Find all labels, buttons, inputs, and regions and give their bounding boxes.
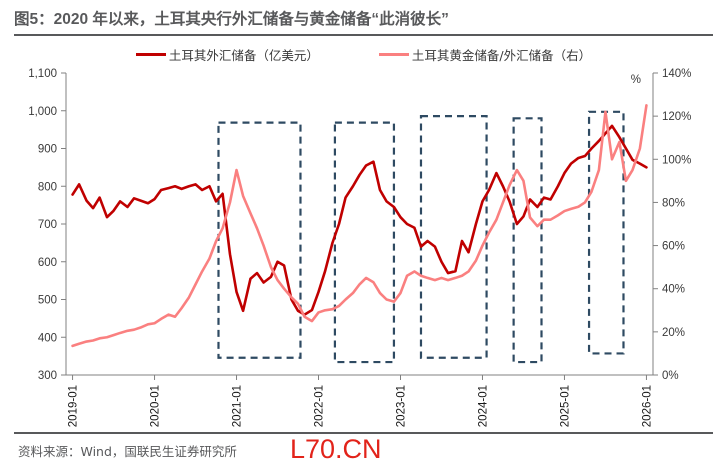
y-axis-right-tick-label: 100% [662,154,691,166]
highlight-rectangle [217,121,302,359]
y-axis-left-tick-label: 500 [38,295,57,307]
series-line-gold-ratio [71,104,648,348]
highlight-rectangle [587,110,625,355]
x-axis-tick-label: 2024-01 [477,385,489,427]
y-axis-left-tick-label: 900 [38,144,57,156]
title-divider [14,34,713,36]
x-axis-tick-label: 2019-01 [68,385,80,427]
y-axis-left-tick-label: 700 [38,219,57,231]
y-axis-right-tick-label: 80% [662,197,685,209]
highlight-rectangle [333,121,396,364]
legend-label-fx-reserves: 土耳其外汇储备（亿美元） [168,47,319,63]
x-axis-tick-label: 2020-01 [150,385,162,427]
y-axis-right-tick-label: 20% [662,327,685,339]
footer-divider [14,432,713,434]
x-axis-tick-label: 2023-01 [395,385,407,427]
y-axis-left-tick-label: 1,100 [28,68,57,80]
y-axis-left-tick-label: 800 [38,181,57,193]
figure-title-bar: 图5：2020 年以来，土耳其央行外汇储备与黄金储备“此消彼长” [14,8,714,36]
legend-label-gold-ratio: 土耳其黄金储备/外汇储备（右） [411,47,592,63]
x-axis-tick-label: 2022-01 [314,385,326,427]
highlight-rectangle [419,115,488,359]
y-axis-right-tick-label: 120% [662,111,691,123]
y-axis-right-tick-label: 60% [662,241,685,253]
legend-swatch-icon [378,52,409,56]
watermark: L70.CN [290,434,382,464]
x-axis-tick-label: 2026-01 [641,385,653,427]
page-title: 图5：2020 年以来，土耳其央行外汇储备与黄金储备“此消彼长” [14,11,449,28]
chart-legend: 土耳其外汇储备（亿美元） 土耳其黄金储备/外汇储备（右） [0,42,727,66]
x-axis-tick-label: 2021-01 [232,385,244,427]
y-axis-right-tick-label: 140% [662,68,691,80]
y-axis-right-tick-label: 0% [662,370,679,382]
legend-item-fx-reserves: 土耳其外汇储备（亿美元） [135,45,319,64]
x-axis-tick-label: 2025-01 [559,385,571,427]
plot-area: 300 400 500 600 700 800 900 1,000 1,100 0% 20% 40% 6… [0,60,727,430]
y-axis-right-tick-label: 40% [662,284,685,296]
y-axis-left-tick-label: 600 [38,257,57,269]
y-axis-left-tick-label: 400 [38,332,57,344]
chart-canvas: 300 400 500 600 700 800 900 1,000 1,100 0% 20% 40% 6… [28,68,691,427]
legend-item-gold-ratio: 土耳其黄金储备/外汇储备（右） [378,45,592,64]
legend-swatch-icon [135,52,166,56]
series-line-fx-reserves [71,124,648,316]
y-axis-right-unit-label: % [631,74,641,86]
y-axis-left-tick-label: 300 [38,370,57,382]
source-note: 资料来源：Wind，国联民生证券研究所 [18,444,237,459]
highlight-rectangle [512,117,543,364]
y-axis-left-tick-label: 1,000 [28,106,57,118]
